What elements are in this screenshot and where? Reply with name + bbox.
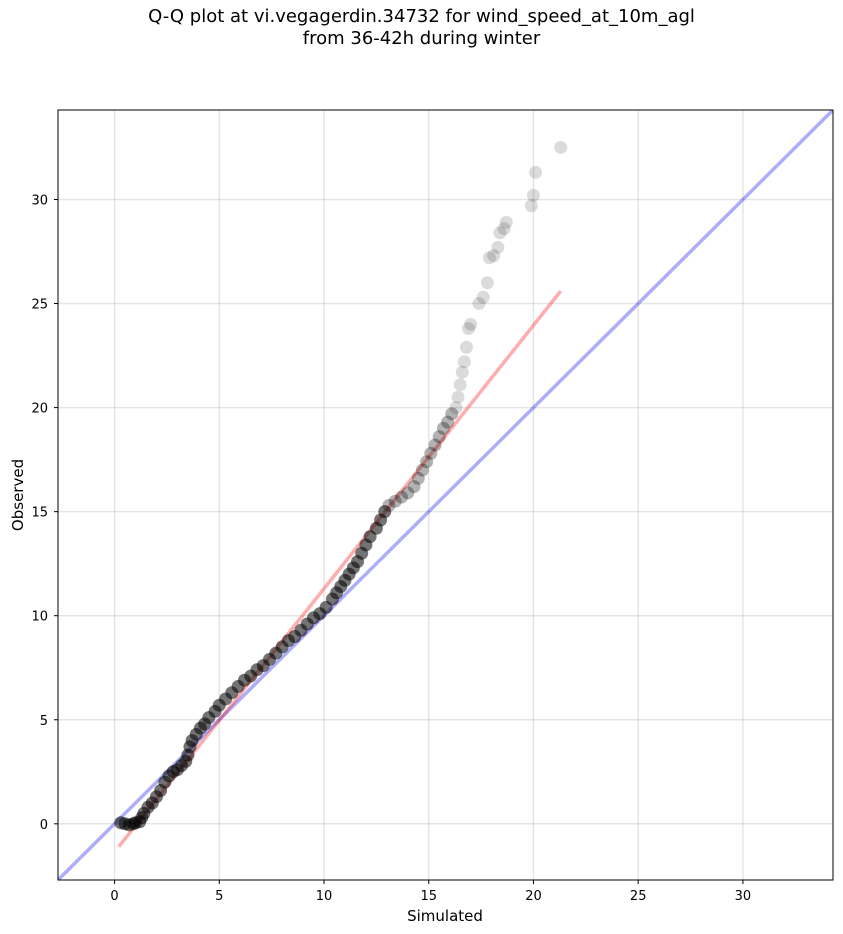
qq-point xyxy=(388,494,402,508)
y-tick-label: 10 xyxy=(31,610,48,625)
qq-point xyxy=(436,421,450,435)
qq-point xyxy=(482,251,496,265)
qq-point xyxy=(432,430,446,444)
qq-point xyxy=(464,317,478,331)
chart-title-line2: from 36-42h during winter xyxy=(302,28,541,49)
qq-point xyxy=(497,222,511,236)
chart-title-line1: Q-Q plot at vi.vegagerdin.34732 for wind… xyxy=(148,6,695,27)
x-tick-label: 25 xyxy=(630,889,647,904)
qq-point xyxy=(395,490,409,504)
y-axis-ticks: 0 5 10 15 20 25 30 xyxy=(31,193,58,833)
qq-point xyxy=(554,140,568,154)
qq-point xyxy=(480,276,494,290)
qq-point xyxy=(378,505,392,519)
qq-point xyxy=(529,165,543,179)
qq-point xyxy=(382,498,396,512)
y-tick-label: 20 xyxy=(31,402,48,417)
qq-point xyxy=(462,322,476,336)
qq-point xyxy=(415,463,429,477)
qq-point xyxy=(524,199,538,213)
qq-point xyxy=(411,471,425,485)
x-tick-label: 5 xyxy=(215,889,223,904)
qq-point xyxy=(428,438,442,452)
qq-point xyxy=(459,340,473,354)
qq-point xyxy=(451,390,465,404)
grid xyxy=(58,110,833,880)
x-tick-label: 30 xyxy=(735,889,752,904)
qq-point xyxy=(407,480,421,494)
y-tick-label: 25 xyxy=(31,298,48,313)
qq-point xyxy=(493,226,507,240)
qq-point xyxy=(441,415,455,429)
plot-frame xyxy=(57,109,834,881)
qq-point xyxy=(401,486,415,500)
qq-point xyxy=(453,378,467,392)
x-axis-ticks: 0 5 10 15 20 25 30 xyxy=(110,880,751,904)
chart-title: Q-Q plot at vi.vegagerdin.34732 for wind… xyxy=(0,6,843,50)
qq-point xyxy=(526,188,540,202)
qq-point xyxy=(499,215,513,229)
data-points xyxy=(114,140,568,832)
x-tick-label: 10 xyxy=(316,889,333,904)
qq-point xyxy=(491,240,505,254)
x-tick-label: 20 xyxy=(525,889,542,904)
x-axis-label: Simulated xyxy=(407,907,483,925)
qq-point xyxy=(487,249,501,263)
qq-point xyxy=(420,455,434,469)
y-tick-label: 5 xyxy=(40,714,48,729)
x-tick-label: 0 xyxy=(110,889,118,904)
qq-point xyxy=(457,355,471,369)
y-tick-label: 15 xyxy=(31,506,48,521)
qq-point xyxy=(472,297,486,311)
qq-point xyxy=(424,446,438,460)
y-axis-label: Observed xyxy=(9,459,27,531)
qq-point xyxy=(449,401,463,415)
y-tick-label: 0 xyxy=(40,818,48,833)
x-tick-label: 15 xyxy=(420,889,437,904)
qq-point xyxy=(476,290,490,304)
qq-point xyxy=(445,407,459,421)
qq-point xyxy=(455,365,469,379)
y-tick-label: 30 xyxy=(31,193,48,208)
